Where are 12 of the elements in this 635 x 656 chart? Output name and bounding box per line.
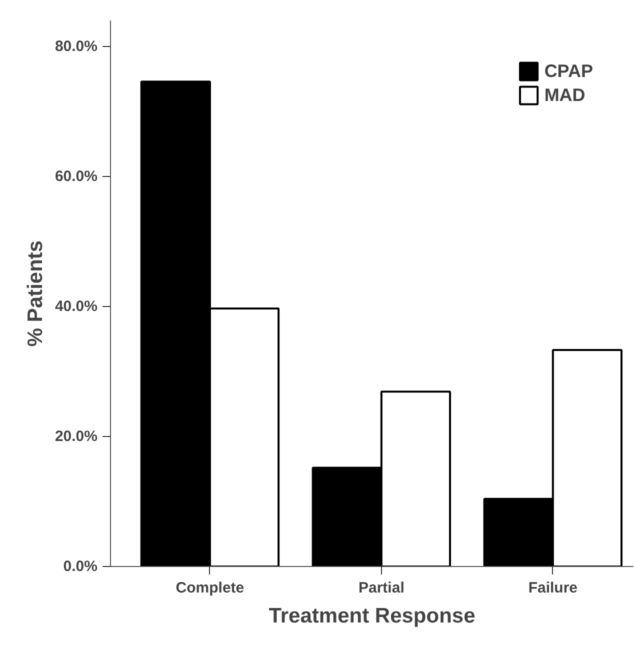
y-tick-label: 20.0% [54, 428, 98, 445]
x-axis-title: Treatment Response [268, 604, 476, 628]
x-tick-label: Complete [176, 580, 244, 596]
y-tick-label: 0.0% [63, 558, 98, 575]
x-tick-label: Partial [358, 580, 404, 596]
y-tick-label: 80.0% [54, 38, 98, 55]
y-tick-label: 60.0% [54, 168, 98, 185]
x-tick-label: Failure [528, 580, 578, 596]
legend-label: MAD [544, 84, 586, 106]
legend-label: CPAP [544, 60, 593, 82]
y-tick-label: 40.0% [54, 298, 98, 315]
y-axis-title: % Patients [24, 240, 47, 347]
